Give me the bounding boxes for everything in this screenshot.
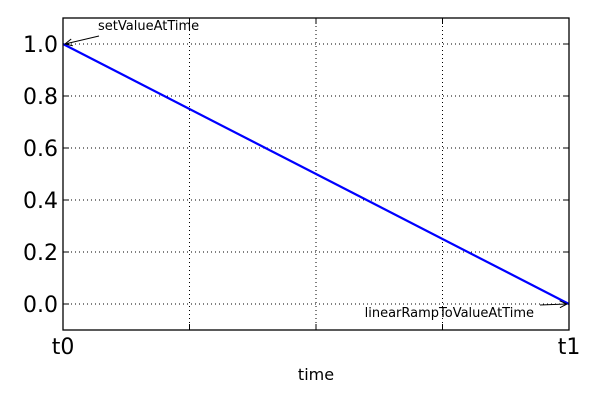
x-tick-labels: t0 t1	[52, 335, 581, 360]
y-tick-label: 0.2	[23, 241, 58, 266]
y-tick-label: 0.4	[23, 189, 58, 214]
x-tick-label: t0	[52, 335, 75, 360]
series-line	[62, 43, 570, 305]
y-tick-label: 0.0	[23, 293, 58, 318]
x-tick-label: t1	[558, 335, 581, 360]
y-tick-label: 1.0	[23, 33, 58, 58]
plot-frame	[62, 17, 570, 331]
y-tick-labels: 0.0 0.2 0.4 0.6 0.8 1.0	[23, 33, 58, 318]
annotation-arrow-set-value	[64, 35, 100, 45]
y-tick-label: 0.6	[23, 137, 58, 162]
annotation-arrow-linear-ramp	[539, 303, 568, 306]
annotation-set-value-at-time: setValueAtTime	[98, 19, 199, 34]
annotation-arrowhead-linear-ramp	[559, 300, 569, 309]
annotation-arrowhead-set-value	[63, 38, 73, 47]
x-axis-label: time	[298, 365, 334, 384]
annotation-linear-ramp-to-value-at-time: linearRampToValueAtTime	[365, 306, 534, 321]
y-tick-label: 0.8	[23, 85, 58, 110]
